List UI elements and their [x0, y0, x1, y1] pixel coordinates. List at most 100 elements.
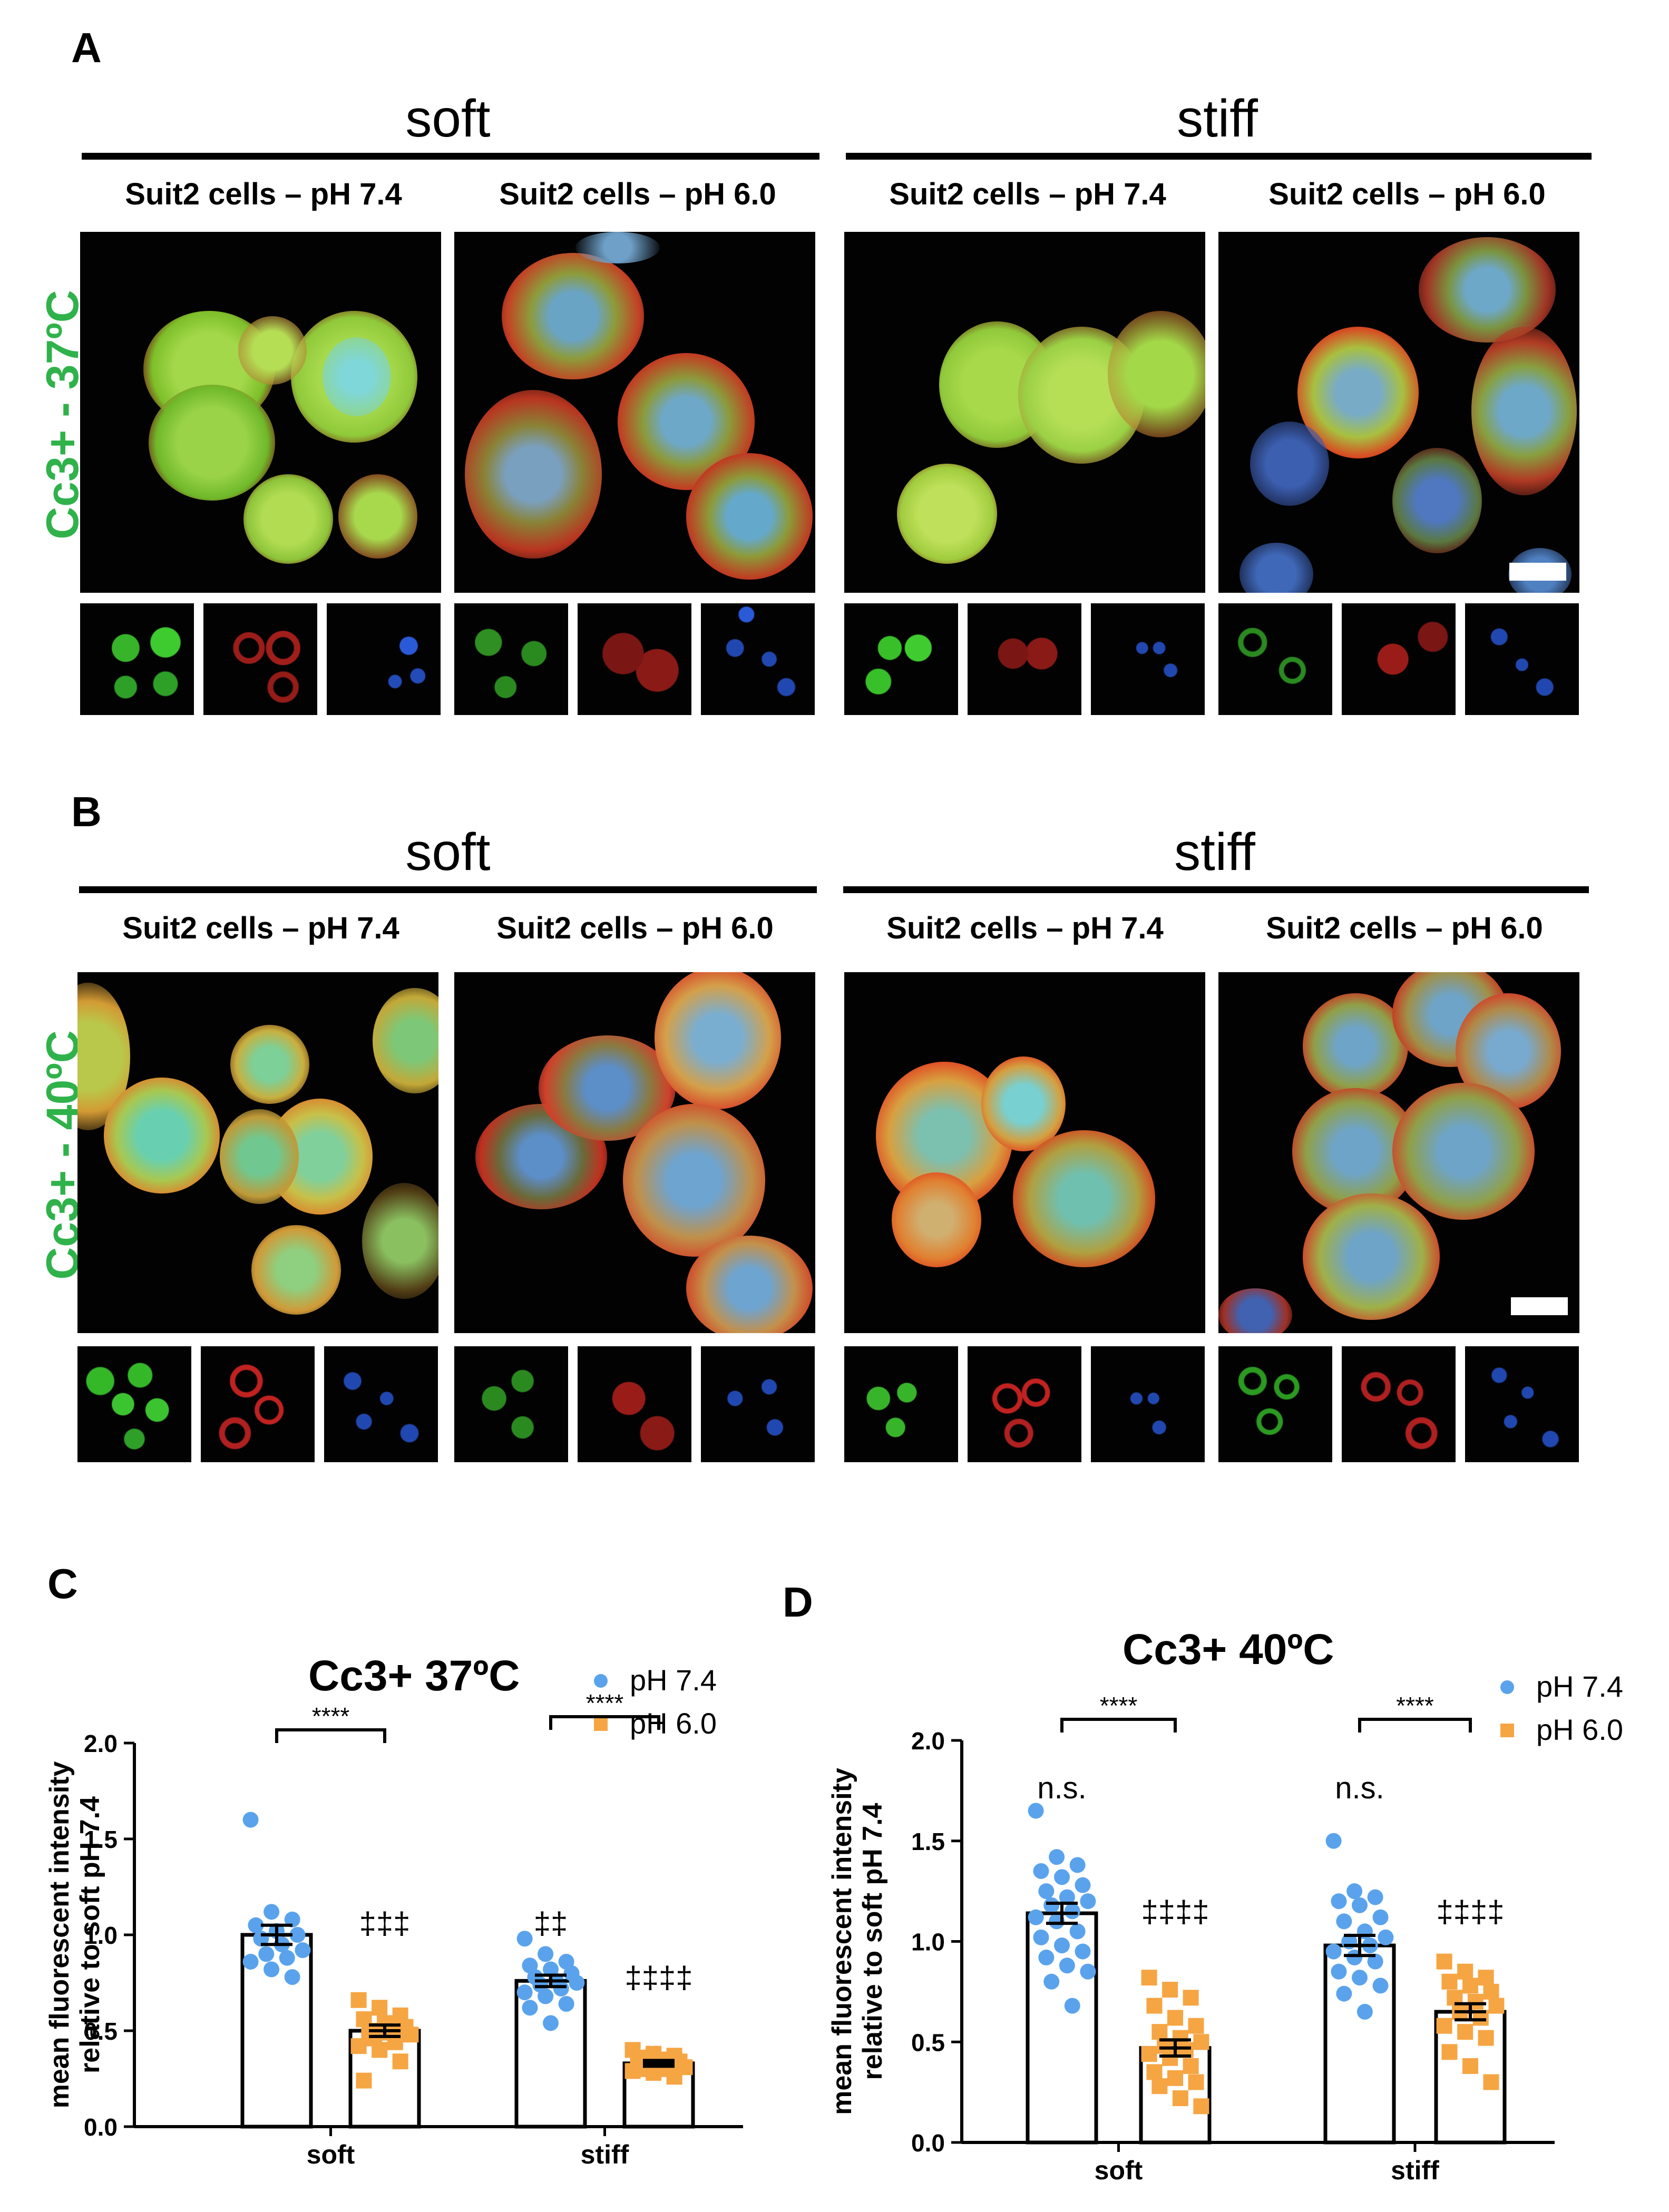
chart-c-point-soft-1-11 [350, 2038, 367, 2054]
chart-d-legend-marker-1 [1500, 1724, 1514, 1737]
chart-c-point-soft-1-14 [356, 2072, 372, 2089]
chart-d-bracket-1 [1358, 1718, 1472, 1733]
chart-c-point-stiff-0-0 [516, 1931, 533, 1947]
chart-d-point-soft-1-19 [1193, 2098, 1209, 2115]
chart-c-legend-label-0: pH 7.4 [630, 1663, 717, 1697]
chart-d-point-soft-1-2 [1183, 1990, 1199, 2006]
chart-c-point-soft-1-0 [350, 1992, 367, 2008]
chart-c-ytick-label-4: 2.0 [84, 1730, 118, 1757]
chart-c-point-soft-1-1 [372, 2000, 388, 2016]
charts-svg: C Cc3+ 37ºC pH 7.4 pH 6.0 mean fluorescent i… [44, 1560, 1623, 2185]
chart-d-title: Cc3+ 40ºC [1123, 1626, 1334, 1673]
thumb-b2-red [578, 1346, 691, 1462]
thumb-b3-green [844, 1346, 958, 1462]
thumb-b2-green [454, 1346, 568, 1462]
chart-c-legend-marker-0 [594, 1674, 608, 1688]
chart-d-point-stiff-1-14 [1441, 2044, 1458, 2060]
chart-c-point-stiff-0-14 [522, 2000, 538, 2016]
chart-d-bracket-label-1: **** [1396, 1692, 1434, 1719]
chart-d-point-stiff-1-1 [1457, 1963, 1473, 1980]
thumb-a3-green [844, 603, 958, 715]
chart-d-point-stiff-0-15 [1352, 1970, 1368, 1986]
chart-d-annot-soft-above-pH7: n.s. [1037, 1771, 1087, 1805]
chart-d-point-soft-0-6 [1038, 1883, 1055, 1900]
panel-b-subtitle-2: Suit2 cells – pH 6.0 [496, 911, 774, 945]
chart-d-point-stiff-1-12 [1457, 2024, 1473, 2040]
thumb-a3-red [968, 603, 1081, 715]
chart-d-point-soft-0-10 [1064, 1903, 1080, 1920]
thumb-a4-green [1218, 603, 1332, 715]
chart-d-legend-label-1: pH 6.0 [1536, 1713, 1623, 1746]
chart-d-point-stiff-1-5 [1483, 1983, 1499, 2000]
chart-d-point-stiff-1-15 [1462, 2058, 1478, 2074]
chart-d-annot-soft-above-pH6: ‡‡‡‡ [1141, 1895, 1209, 1929]
chart-d-point-soft-0-1 [1049, 1849, 1065, 1865]
chart-c-point-soft-0-8 [295, 1942, 311, 1959]
panel-a-subtitle-4: Suit2 cells – pH 6.0 [1268, 177, 1546, 211]
panel-a-stiff-rule [846, 153, 1592, 160]
scale-bar-a [1509, 563, 1566, 581]
panel-a-subtitle-2: Suit2 cells – pH 6.0 [499, 177, 776, 211]
chart-d-point-soft-0-20 [1043, 1973, 1060, 1990]
panel-a-subtitle-3: Suit2 cells – pH 7.4 [889, 177, 1166, 211]
chart-d-point-stiff-1-2 [1478, 1970, 1494, 1986]
chart-d-point-soft-0-15 [1054, 1937, 1070, 1954]
chart-c-point-stiff-1-13 [666, 2069, 682, 2085]
chart-d-point-stiff-0-16 [1372, 1978, 1389, 1994]
chart-c-point-soft-0-5 [289, 1927, 306, 1943]
chart-d-point-soft-0-21 [1064, 1998, 1080, 2014]
micrograph-a-soft-ph60 [454, 232, 815, 593]
chart-d-point-soft-1-1 [1162, 1982, 1178, 1998]
thumb-b4-blue [1465, 1346, 1579, 1462]
chart-d-point-soft-0-2 [1069, 1857, 1086, 1873]
chart-c-ytick-label-3: 1.5 [84, 1826, 118, 1853]
thumb-a1-blue [327, 603, 441, 715]
chart-c-legend-marker-1 [594, 1717, 608, 1731]
panel-b-subtitle-1: Suit2 cells – pH 7.4 [122, 911, 399, 945]
chart-c-point-soft-0-11 [242, 1953, 259, 1970]
chart-d-point-soft-0-13 [1069, 1923, 1086, 1940]
chart-d-xtick-label-0: soft [1095, 2156, 1143, 2185]
chart-d-point-stiff-0-0 [1325, 1833, 1342, 1849]
chart-c: C Cc3+ 37ºC pH 7.4 pH 6.0 mean fluorescent i… [44, 1560, 743, 2169]
thumb-b4-red [1342, 1346, 1456, 1462]
chart-d-point-soft-1-8 [1193, 2034, 1209, 2050]
chart-c-ylabel: mean fluorescent intensityrelative to so… [44, 1761, 105, 2109]
panel-b-soft-rule [79, 886, 817, 893]
chart-d-ytick-label-4: 2.0 [911, 1727, 945, 1755]
chart-d-point-soft-0-4 [1054, 1869, 1070, 1885]
chart-d-bracket-0 [1060, 1718, 1177, 1733]
chart-c-point-soft-0-2 [284, 1911, 300, 1927]
chart-c-xtick-label-0: soft [307, 2140, 355, 2169]
chart-d-point-soft-1-4 [1167, 2010, 1183, 2026]
chart-d-point-stiff-1-4 [1462, 1978, 1478, 1994]
chart-d-point-soft-0-14 [1033, 1929, 1049, 1945]
chart-d-ytick-label-1: 0.5 [911, 2029, 945, 2056]
chart-d-point-stiff-1-3 [1441, 1973, 1458, 1990]
panel-b-stiff-rule [843, 886, 1589, 893]
chart-d-point-stiff-1-16 [1483, 2074, 1499, 2090]
micrograph-b-soft-ph74 [77, 972, 438, 1333]
chart-d-point-soft-1-18 [1172, 2090, 1188, 2107]
thumb-b1-red [201, 1346, 315, 1462]
panel-a-soft-heading: soft [405, 89, 491, 148]
panel-b-stiff-heading: stiff [1174, 823, 1255, 882]
thumb-b1-green [77, 1346, 191, 1462]
chart-d-point-soft-0-5 [1075, 1877, 1091, 1893]
chart-d-point-soft-1-16 [1188, 2074, 1204, 2090]
chart-d-legend-label-0: pH 7.4 [1536, 1670, 1623, 1703]
chart-c-point-soft-0-12 [263, 1961, 280, 1978]
panel-b-subtitle-4: Suit2 cells – pH 6.0 [1266, 911, 1543, 945]
panel-b-subtitle-3: Suit2 cells – pH 7.4 [886, 911, 1164, 945]
chart-c-point-stiff-0-12 [538, 1988, 554, 2004]
chart-d-point-soft-1-17 [1151, 2078, 1168, 2094]
chart-d-point-stiff-0-17 [1336, 1985, 1352, 2002]
thumb-a1-green [80, 603, 194, 715]
chart-d-ytick-label-3: 1.5 [911, 1828, 945, 1855]
chart-d-point-soft-0-9 [1043, 1897, 1060, 1913]
chart-d-point-stiff-0-1 [1346, 1883, 1363, 1900]
thumb-a3-blue [1091, 603, 1205, 715]
panel-b-soft-heading: soft [405, 823, 491, 882]
chart-d-panel-label: D [783, 1579, 813, 1626]
chart-d-point-stiff-0-2 [1367, 1889, 1383, 1905]
